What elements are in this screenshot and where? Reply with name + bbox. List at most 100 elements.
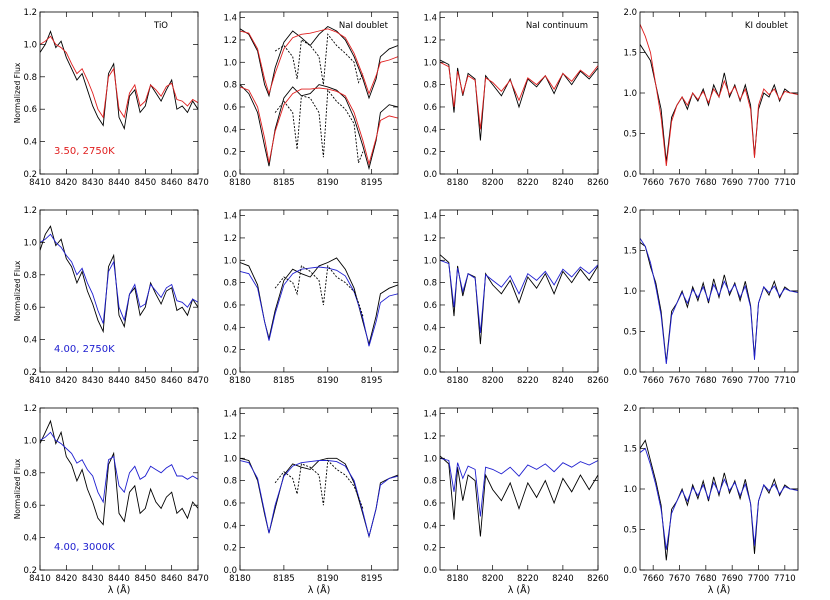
x-tick-label: 8185 — [273, 376, 295, 386]
y-tick-label: 0.2 — [423, 544, 437, 554]
x-tick-label: 7680 — [695, 574, 717, 584]
x-tick-label: 8220 — [517, 574, 539, 584]
y-tick-label: 1.0 — [623, 485, 637, 495]
x-tick-label: 7680 — [695, 376, 717, 386]
series-line-0 — [240, 25, 398, 100]
y-tick-label: 0.2 — [23, 566, 37, 576]
x-tick-label: 8195 — [361, 574, 383, 584]
series-line-0 — [40, 225, 198, 334]
x-tick-label: 8185 — [273, 574, 295, 584]
series-line-0 — [640, 439, 798, 561]
series-line-0 — [640, 242, 798, 363]
panel-row2-col3: 8180 8200 8220 8240 8260 0.0 0.2 0.4 0.6 0.8 1.0 1.… — [423, 209, 609, 386]
x-tick-label: 8260 — [587, 574, 609, 584]
series-line-dashed-5 — [274, 88, 364, 163]
x-tick-label: 8410 — [29, 178, 51, 188]
x-tick-label: 8220 — [517, 376, 539, 386]
y-tick-label: 2.0 — [623, 8, 637, 18]
y-tick-label: 0.0 — [423, 170, 437, 180]
y-tick-label: 0.4 — [223, 125, 237, 135]
x-tick-label: 7690 — [721, 574, 743, 584]
panel-row1-col2: 8180 8185 8190 8195 0.0 0.2 0.4 0.6 0.8 1.0 1.2 1.4… — [223, 11, 399, 188]
x-tick-label: 8470 — [187, 574, 209, 584]
x-tick-label: 8190 — [317, 178, 339, 188]
y-tick-label: 0.8 — [223, 477, 237, 487]
y-tick-label: 0.0 — [423, 566, 437, 576]
y-tick-label: 0.0 — [623, 566, 637, 576]
x-tick-label: 7670 — [669, 178, 691, 188]
plot-frame — [239, 407, 399, 571]
y-tick-label: 1.0 — [623, 89, 637, 99]
y-tick-label: 0.2 — [423, 346, 437, 356]
series-line-dashed-2 — [274, 459, 364, 509]
y-tick-label: 0.4 — [23, 534, 37, 544]
y-tick-label: 0.8 — [23, 271, 37, 281]
y-axis-label: Normalized Flux — [13, 260, 22, 321]
panel-row2-col2: 8180 8185 8190 8195 0.0 0.2 0.4 0.6 0.8 1.0 1.2 1.4 — [223, 209, 399, 386]
x-tick-label: 8420 — [56, 574, 78, 584]
y-tick-label: 1.2 — [423, 36, 437, 46]
series-line-1 — [440, 61, 598, 130]
panel-title: NaI continuum — [526, 21, 588, 31]
y-tick-label: 1.0 — [623, 287, 637, 297]
plot-frame — [639, 407, 799, 571]
x-tick-label: 8430 — [82, 574, 104, 584]
series-line-1 — [240, 28, 398, 96]
y-tick-label: 0.4 — [23, 138, 37, 148]
series-line-dashed-2 — [274, 264, 364, 317]
y-tick-label: 0.5 — [623, 130, 637, 140]
y-tick-label: 0.0 — [423, 368, 437, 378]
panel-row1-col3: 8180 8200 8220 8240 8260 0.0 0.2 0.4 0.6 0.8 1.0 1.… — [423, 11, 609, 188]
panel-row3-col1: 8410 8420 8430 8440 8450 8460 8470 0.2 0.4 0.6 0.8… — [13, 404, 209, 596]
y-tick-label: 1.4 — [223, 410, 237, 420]
y-tick-label: 0.0 — [623, 368, 637, 378]
y-tick-label: 0.8 — [23, 469, 37, 479]
panel-row3-col2: 8180 8185 8190 8195 0.0 0.2 0.4 0.6 0.8 1.0 1.2 1.4… — [223, 407, 399, 596]
series-line-0 — [40, 30, 198, 131]
x-tick-label: 8190 — [317, 574, 339, 584]
y-tick-label: 0.4 — [23, 336, 37, 346]
series-line-1 — [640, 447, 798, 550]
y-tick-label: 0.8 — [423, 477, 437, 487]
x-tick-label: 8180 — [229, 574, 251, 584]
y-tick-label: 1.0 — [223, 58, 237, 68]
x-tick-label: 8180 — [447, 376, 469, 386]
plot-frame — [439, 209, 599, 373]
y-tick-label: 2.0 — [623, 206, 637, 216]
series-line-dashed-2 — [274, 33, 364, 85]
x-axis-label: λ (Å) — [708, 584, 731, 596]
y-tick-label: 1.4 — [223, 14, 237, 24]
y-tick-label: 1.2 — [223, 36, 237, 46]
y-tick-label: 0.6 — [423, 103, 437, 113]
y-tick-label: 1.0 — [423, 454, 437, 464]
y-tick-label: 1.5 — [623, 247, 637, 257]
series-line-1 — [40, 233, 198, 324]
x-tick-label: 8420 — [56, 376, 78, 386]
x-tick-label: 7710 — [774, 574, 796, 584]
y-tick-label: 0.0 — [223, 566, 237, 576]
y-tick-label: 0.4 — [423, 323, 437, 333]
y-tick-label: 0.4 — [223, 323, 237, 333]
panel-title: NaI doublet — [339, 21, 389, 31]
y-tick-label: 0.0 — [223, 368, 237, 378]
plot-frame — [439, 11, 599, 175]
y-tick-label: 0.0 — [223, 170, 237, 180]
x-axis-label: λ (Å) — [508, 584, 531, 596]
y-tick-label: 1.2 — [23, 404, 37, 414]
x-tick-label: 8240 — [552, 376, 574, 386]
y-tick-label: 0.6 — [423, 499, 437, 509]
y-tick-label: 1.0 — [423, 58, 437, 68]
plot-frame — [439, 407, 599, 571]
y-tick-label: 1.2 — [423, 432, 437, 442]
y-tick-label: 0.8 — [223, 279, 237, 289]
x-tick-label: 8460 — [161, 574, 183, 584]
series-line-1 — [440, 457, 598, 517]
panel-row2-col4: 7660 7670 7680 7690 7700 7710 0.0 0.5 1.0 1.5 2.0 — [623, 206, 799, 386]
x-tick-label: 7670 — [669, 376, 691, 386]
y-tick-label: 0.8 — [223, 81, 237, 91]
x-tick-label: 8185 — [273, 178, 295, 188]
x-tick-label: 7680 — [695, 178, 717, 188]
x-tick-label: 8410 — [29, 574, 51, 584]
y-tick-label: 0.2 — [423, 148, 437, 158]
y-axis-label: Normalized Flux — [13, 458, 22, 519]
